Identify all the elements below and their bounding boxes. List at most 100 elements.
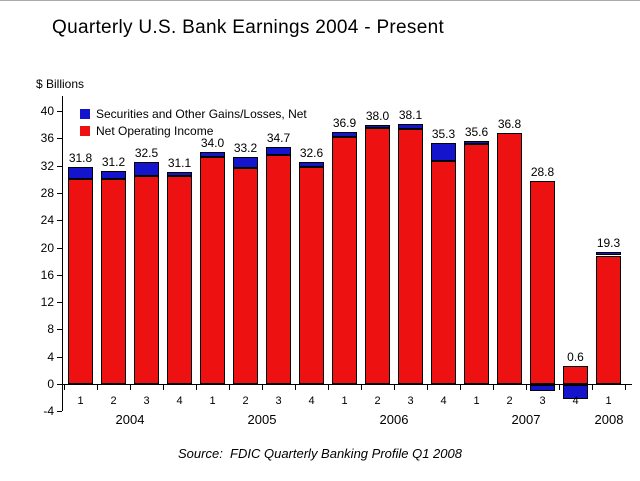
quarter-label: 1: [605, 395, 612, 407]
year-label: 2007: [511, 412, 541, 427]
x-tick: [97, 385, 98, 390]
year-label: 2004: [115, 412, 145, 427]
quarter-label: 1: [77, 395, 84, 407]
bar-operating-segment: [431, 161, 456, 384]
x-tick: [163, 385, 164, 390]
bar-total-label: 19.3: [596, 236, 621, 250]
bar-operating-segment: [266, 155, 291, 384]
bar-operating-segment: [68, 179, 93, 384]
bar-operating-segment: [530, 181, 555, 384]
year-label: 2006: [379, 412, 409, 427]
x-tick: [493, 385, 494, 390]
bar-operating-segment: [101, 179, 126, 384]
bar-securities-segment: [134, 162, 159, 176]
y-axis-line: [62, 96, 63, 411]
y-tick: [57, 411, 62, 412]
y-tick-label: 20: [40, 241, 54, 255]
bar-securities-segment: [299, 162, 324, 167]
x-tick: [64, 385, 65, 390]
bar-securities-segment: [233, 157, 258, 168]
bar-securities-segment: [332, 132, 357, 137]
y-axis-unit-label: $ Billions: [36, 77, 85, 91]
quarter-label: 2: [242, 395, 249, 407]
quarter-label: 1: [209, 395, 216, 407]
x-tick: [427, 385, 428, 390]
bar-securities-segment: [68, 167, 93, 179]
bar-securities-segment: [200, 152, 225, 157]
y-tick-label: 16: [40, 268, 54, 282]
legend-row-securities: Securities and Other Gains/Losses, Net: [80, 105, 307, 122]
bar-operating-segment: [299, 167, 324, 384]
y-tick: [57, 384, 62, 385]
bar-operating-segment: [596, 256, 621, 384]
legend: Securities and Other Gains/Losses, Net N…: [76, 103, 311, 141]
bar-total-label: 32.6: [299, 146, 324, 160]
y-tick: [57, 248, 62, 249]
legend-label-operating: Net Operating Income: [96, 123, 214, 138]
bar-securities-segment: [101, 171, 126, 179]
bar-operating-segment: [233, 168, 258, 384]
bar-securities-segment: [365, 125, 390, 128]
bar-total-label: 31.8: [68, 151, 93, 165]
y-tick: [57, 138, 62, 139]
bar-operating-segment: [563, 366, 588, 384]
x-tick: [295, 385, 296, 390]
bar-securities-segment: [167, 172, 192, 176]
bar-total-label: 36.8: [497, 117, 522, 131]
bar-securities-segment: [563, 385, 588, 399]
x-tick: [229, 385, 230, 390]
x-tick: [592, 385, 593, 390]
y-tick-label: 28: [40, 186, 54, 200]
y-tick-label: 0: [47, 377, 54, 391]
y-tick-label: 4: [47, 350, 54, 364]
quarter-label: 4: [572, 395, 579, 407]
bar-operating-segment: [332, 137, 357, 384]
x-tick: [262, 385, 263, 390]
bar-securities-segment: [266, 147, 291, 155]
legend-label-securities: Securities and Other Gains/Losses, Net: [96, 106, 307, 121]
year-label: 2005: [247, 412, 277, 427]
bar-total-label: 38.0: [365, 109, 390, 123]
x-tick: [625, 385, 626, 390]
quarter-label: 2: [374, 395, 381, 407]
x-tick: [361, 385, 362, 390]
quarter-label: 2: [110, 395, 117, 407]
quarter-label: 3: [407, 395, 414, 407]
bar-operating-segment: [167, 176, 192, 384]
quarter-label: 3: [143, 395, 150, 407]
x-tick: [559, 385, 560, 390]
bar-securities-segment: [596, 252, 621, 255]
bar-total-label: 33.2: [233, 141, 258, 155]
y-tick-label: -4: [43, 404, 54, 418]
bar-total-label: 32.5: [134, 146, 159, 160]
bar-total-label: 34.0: [200, 136, 225, 150]
x-tick: [526, 385, 527, 390]
quarter-label: 3: [539, 395, 546, 407]
y-tick: [57, 357, 62, 358]
bar-securities-segment: [464, 141, 489, 144]
y-tick: [57, 329, 62, 330]
bar-operating-segment: [365, 128, 390, 384]
quarter-label: 4: [176, 395, 183, 407]
y-tick-label: 24: [40, 213, 54, 227]
year-label: 2008: [594, 412, 624, 427]
legend-row-operating: Net Operating Income: [80, 122, 307, 139]
bar-total-label: 34.7: [266, 131, 291, 145]
bar-total-label: 38.1: [398, 108, 423, 122]
x-tick: [328, 385, 329, 390]
bar-total-label: 0.6: [567, 350, 584, 364]
bar-total-label: 35.3: [431, 127, 456, 141]
quarter-label: 3: [275, 395, 282, 407]
operating-swatch-icon: [80, 125, 90, 136]
x-tick: [196, 385, 197, 390]
y-tick: [57, 220, 62, 221]
y-tick: [57, 166, 62, 167]
bar-operating-segment: [134, 176, 159, 384]
bar-total-label: 36.9: [332, 116, 357, 130]
bar-securities-segment: [398, 124, 423, 129]
source-note: Source: FDIC Quarterly Banking Profile Q…: [178, 446, 462, 461]
bar-securities-segment: [530, 385, 555, 391]
bar-operating-segment: [200, 157, 225, 384]
x-tick: [460, 385, 461, 390]
